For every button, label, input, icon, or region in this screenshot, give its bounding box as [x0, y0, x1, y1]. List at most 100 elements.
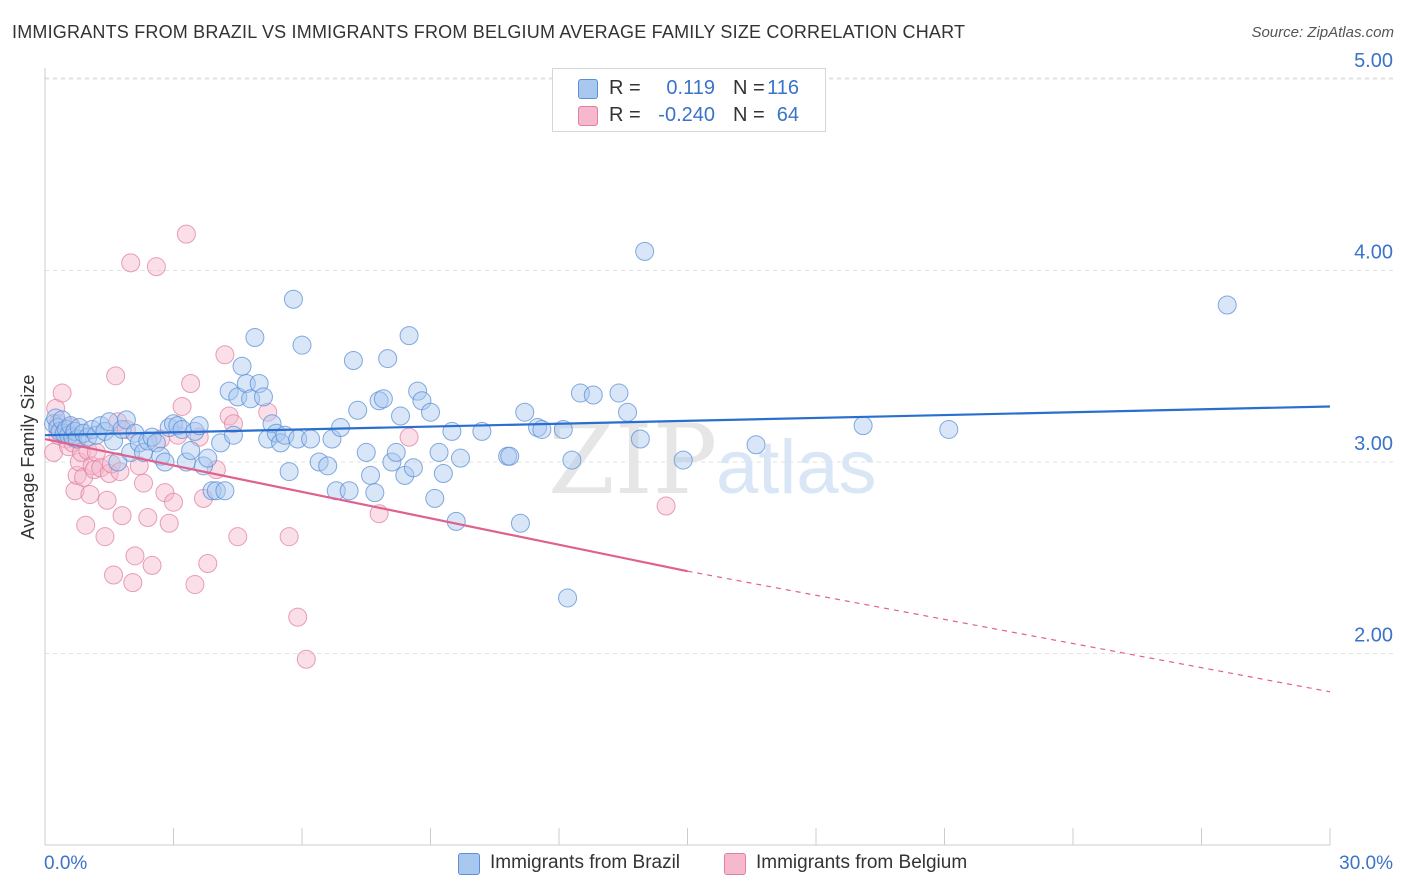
belgium-trend-extension	[687, 570, 1331, 693]
x-tick-label: 30.0%	[1339, 853, 1393, 874]
legend-label: Immigrants from Brazil	[490, 852, 681, 873]
r-label: R =	[609, 77, 641, 99]
brazil-swatch	[578, 79, 598, 99]
belgium-point	[258, 402, 278, 422]
brazil-point	[558, 588, 578, 608]
brazil-point	[373, 389, 393, 409]
brazil-point	[283, 289, 303, 309]
brazil-point	[292, 335, 312, 355]
brazil-point	[116, 410, 136, 430]
brazil-point	[382, 452, 402, 472]
belgium-point	[399, 427, 419, 447]
brazil-point	[746, 435, 766, 455]
brazil-point	[472, 421, 492, 441]
belgium-point	[146, 257, 166, 277]
belgium-point	[125, 546, 145, 566]
brazil-point	[189, 416, 209, 436]
belgium-point	[138, 508, 158, 528]
brazil-point	[408, 381, 428, 401]
belgium-trend-line	[44, 437, 688, 573]
brazil-point	[378, 349, 398, 369]
brazil-point	[245, 328, 265, 348]
brazil-point	[232, 356, 252, 376]
belgium-point	[185, 575, 205, 595]
belgium-point	[198, 553, 218, 573]
watermark: ZIP atlas	[548, 404, 877, 516]
brazil-point	[253, 387, 273, 407]
belgium-point	[134, 473, 154, 493]
brazil-point	[1217, 295, 1237, 315]
brazil-point	[429, 442, 449, 462]
brazil-point	[181, 441, 201, 461]
brazil-point	[318, 456, 338, 476]
y-tick-label: 4.00	[1354, 242, 1393, 264]
n-value: 64	[776, 104, 799, 126]
belgium-point	[52, 383, 72, 403]
watermark-atlas: atlas	[716, 425, 877, 510]
belgium-point	[288, 607, 308, 627]
brazil-point	[450, 448, 470, 468]
n-label: N =	[733, 104, 765, 126]
brazil-point	[399, 326, 419, 346]
brazil-point	[356, 442, 376, 462]
chart-title: IMMIGRANTS FROM BRAZIL VS IMMIGRANTS FRO…	[12, 22, 966, 42]
x-tick-label: 0.0%	[44, 853, 87, 874]
belgium-point	[142, 555, 162, 575]
brazil-points	[44, 241, 1237, 608]
brazil-point	[391, 406, 411, 426]
brazil-point	[215, 481, 235, 501]
r-value: 0.119	[666, 77, 715, 99]
axis-labels: 2.00 3.00 4.00 5.00 0.0% 30.0% Average Family …	[18, 50, 1393, 874]
brazil-point	[583, 385, 603, 405]
belgium-points	[44, 224, 676, 669]
belgium-point	[296, 649, 316, 669]
belgium-point	[84, 460, 104, 480]
brazil-point	[365, 483, 385, 503]
brazil-point	[403, 458, 423, 478]
brazil-point	[673, 450, 693, 470]
y-tick-label: 3.00	[1354, 433, 1393, 455]
brazil-swatch	[458, 853, 480, 875]
belgium-point	[95, 527, 115, 547]
brazil-point	[515, 402, 535, 422]
belgium-point	[176, 224, 196, 244]
y-tick-label: 2.00	[1354, 625, 1393, 647]
belgium-point	[123, 573, 143, 593]
belgium-point	[121, 253, 141, 273]
correlation-legend: R = 0.119 N = 116 R = -0.240 N = 64	[552, 68, 826, 132]
belgium-point	[159, 513, 179, 533]
n-value: 116	[767, 77, 799, 99]
brazil-point	[343, 351, 363, 371]
brazil-point	[361, 465, 381, 485]
brazil-point	[553, 419, 573, 439]
brazil-point	[301, 429, 321, 449]
r-label: R =	[609, 104, 641, 126]
brazil-point	[609, 383, 629, 403]
belgium-point	[110, 462, 130, 482]
brazil-point	[630, 429, 650, 449]
brazil-point	[939, 419, 959, 439]
belgium-swatch	[724, 853, 746, 875]
belgium-point	[104, 565, 124, 585]
brazil-point	[500, 446, 520, 466]
brazil-point	[262, 414, 282, 434]
brazil-point	[433, 463, 453, 483]
brazil-point	[853, 416, 873, 436]
n-label: N =	[733, 77, 765, 99]
brazil-point	[421, 402, 440, 422]
belgium-point	[279, 527, 299, 547]
legend-row-brazil: R = 0.119 N = 116	[553, 75, 825, 101]
brazil-point	[510, 513, 530, 533]
belgium-point	[65, 481, 85, 501]
brazil-point	[348, 400, 368, 420]
belgium-point	[76, 515, 96, 535]
brazil-point	[279, 462, 299, 482]
brazil-point	[562, 450, 582, 470]
trend-lines	[44, 405, 1331, 693]
belgium-swatch	[578, 106, 598, 126]
brazil-point	[425, 488, 445, 508]
legend-label: Immigrants from Belgium	[756, 852, 968, 873]
brazil-trend-line	[44, 405, 1331, 437]
belgium-point	[164, 492, 183, 512]
